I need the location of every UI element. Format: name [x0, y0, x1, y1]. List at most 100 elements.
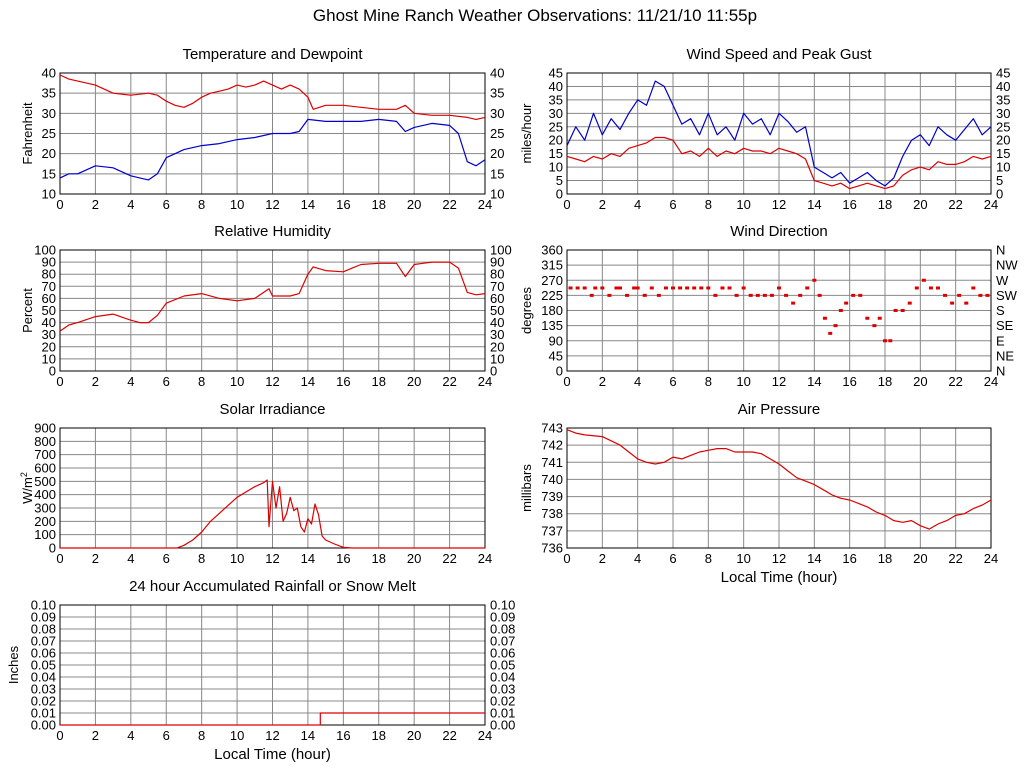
- series-line-0: [59, 261, 486, 332]
- series-line-1: [59, 118, 486, 181]
- y-axis-label: Percent: [20, 288, 35, 333]
- x-tick-label: 2: [92, 374, 99, 389]
- x-tick-label: 22: [948, 374, 962, 389]
- y-tick-label: 300: [34, 501, 56, 516]
- right-axis-label: 45: [996, 66, 1010, 81]
- data-point: [928, 286, 933, 290]
- x-tick-label: 10: [736, 551, 750, 566]
- right-axis-label: S: [996, 303, 1005, 318]
- y-tick-label: 0: [556, 187, 563, 202]
- x-tick-label: 24: [984, 197, 998, 212]
- data-point: [971, 286, 976, 290]
- x-tick-label: 20: [407, 374, 421, 389]
- y-tick-label: 20: [42, 146, 56, 161]
- data-point: [828, 331, 833, 335]
- right-axis-label: 30: [490, 106, 504, 121]
- unit-superscript: 2: [19, 472, 29, 477]
- y-tick-label: 30: [42, 327, 56, 342]
- x-tick-label: 12: [265, 197, 279, 212]
- chart-title: Wind Direction: [730, 223, 828, 240]
- x-tick-label: 22: [442, 197, 456, 212]
- x-tick-label: 12: [772, 551, 786, 566]
- data-point: [607, 293, 612, 297]
- y-tick-label: 5: [556, 173, 563, 188]
- x-tick-label: 12: [265, 374, 279, 389]
- y-tick-label: 10: [42, 187, 56, 202]
- x-tick-label: 4: [127, 728, 134, 743]
- right-axis-label: 0.00: [490, 718, 515, 733]
- data-point: [950, 301, 955, 305]
- y-tick-label: 225: [541, 288, 563, 303]
- chart-title: Temperature and Dewpoint: [182, 46, 363, 63]
- x-tick-label: 10: [736, 374, 750, 389]
- y-tick-label: 10: [549, 160, 563, 175]
- y-tick-label: 100: [34, 243, 56, 258]
- data-point: [642, 293, 647, 297]
- plot-frame: [59, 249, 486, 372]
- data-point: [741, 286, 746, 290]
- x-tick-label: 10: [230, 197, 244, 212]
- x-tick-label: 14: [301, 374, 315, 389]
- y-tick-label: 0.01: [31, 706, 56, 721]
- y-axis-label: miles/hour: [519, 103, 534, 164]
- y-tick-label: 0.05: [31, 658, 56, 673]
- right-axis-label: SE: [996, 318, 1014, 333]
- data-point: [883, 339, 887, 343]
- y-tick-label: 600: [34, 461, 56, 476]
- x-tick-label: 4: [127, 374, 134, 389]
- y-tick-label: 500: [34, 474, 56, 489]
- x-tick-label: 14: [301, 728, 315, 743]
- x-tick-label: 4: [127, 197, 134, 212]
- data-point: [893, 309, 898, 312]
- y-tick-label: 0.04: [31, 670, 56, 685]
- x-tick-label: 20: [407, 197, 421, 212]
- data-point: [900, 309, 905, 312]
- right-axis-label: 0.02: [490, 694, 515, 709]
- x-tick-label: 2: [92, 551, 99, 566]
- x-tick-label: 8: [198, 374, 205, 389]
- right-axis-label: 60: [490, 291, 504, 306]
- data-point: [851, 293, 856, 297]
- data-point: [844, 301, 849, 305]
- y-tick-label: 739: [541, 489, 563, 504]
- right-axis-label: N: [996, 243, 1005, 258]
- right-axis-label: NE: [996, 348, 1014, 363]
- x-tick-label: 8: [705, 374, 712, 389]
- chart-title: Air Pressure: [738, 401, 821, 418]
- right-axis-label: 35: [490, 86, 504, 101]
- right-axis-label: 30: [996, 106, 1010, 121]
- data-point: [777, 286, 781, 290]
- data-point: [625, 293, 630, 297]
- x-tick-label: 18: [878, 551, 892, 566]
- x-tick-label: 0: [563, 551, 570, 566]
- x-tick-label: 24: [984, 551, 998, 566]
- y-axis-label: W/m2: [19, 472, 35, 504]
- x-tick-label: 14: [807, 551, 821, 566]
- x-axis-label: Local Time (hour): [721, 569, 838, 586]
- x-tick-label: 6: [163, 551, 170, 566]
- series-line-0: [566, 429, 992, 530]
- right-axis-label: 40: [490, 66, 504, 81]
- x-tick-label: 0: [56, 551, 63, 566]
- x-tick-label: 12: [772, 374, 786, 389]
- x-tick-label: 12: [265, 728, 279, 743]
- x-tick-label: 16: [842, 551, 856, 566]
- x-tick-label: 0: [563, 374, 570, 389]
- y-tick-label: 270: [541, 273, 563, 288]
- x-tick-label: 18: [372, 197, 386, 212]
- data-point: [663, 286, 668, 290]
- data-point: [812, 278, 817, 282]
- y-tick-label: 740: [541, 472, 563, 487]
- data-point: [589, 293, 594, 297]
- x-tick-label: 0: [56, 728, 63, 743]
- data-point: [713, 293, 718, 297]
- data-point: [872, 324, 877, 328]
- x-tick-label: 14: [301, 551, 315, 566]
- x-tick-label: 22: [442, 374, 456, 389]
- x-tick-label: 16: [336, 728, 350, 743]
- y-tick-label: 80: [42, 267, 56, 282]
- chart-title: Solar Irradiance: [220, 401, 326, 418]
